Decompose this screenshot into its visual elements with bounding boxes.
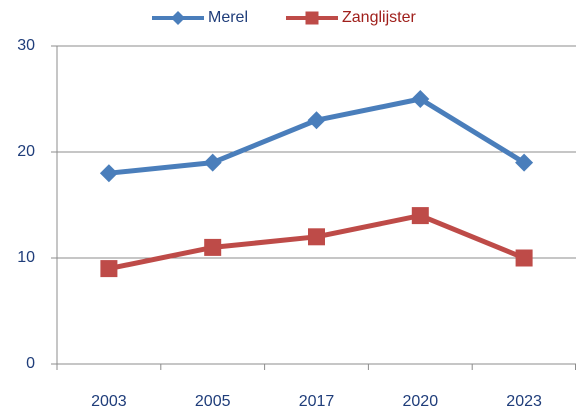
data-point <box>100 260 118 278</box>
data-point <box>411 207 429 225</box>
legend-label: Merel <box>208 9 248 26</box>
y-tick-label: 30 <box>17 37 35 54</box>
y-tick-label: 10 <box>17 249 35 266</box>
data-point <box>99 164 118 183</box>
x-tick-label: 2017 <box>299 393 335 409</box>
x-tick-label: 2020 <box>403 393 439 409</box>
legend-label: Zanglijster <box>342 9 416 26</box>
data-point <box>203 153 222 172</box>
series-line <box>108 96 526 176</box>
legend-marker <box>171 11 185 25</box>
legend-marker <box>305 11 319 25</box>
y-tick-label: 0 <box>26 355 35 372</box>
data-point <box>515 249 533 267</box>
data-point <box>204 238 222 256</box>
x-tick-label: 2003 <box>91 393 127 409</box>
x-tick-label: 2005 <box>195 393 231 409</box>
y-tick-label: 20 <box>17 143 35 160</box>
data-point <box>515 153 534 172</box>
data-point <box>308 228 325 246</box>
data-point <box>307 111 326 130</box>
data-point <box>411 90 430 108</box>
x-tick-label: 2023 <box>506 393 542 409</box>
